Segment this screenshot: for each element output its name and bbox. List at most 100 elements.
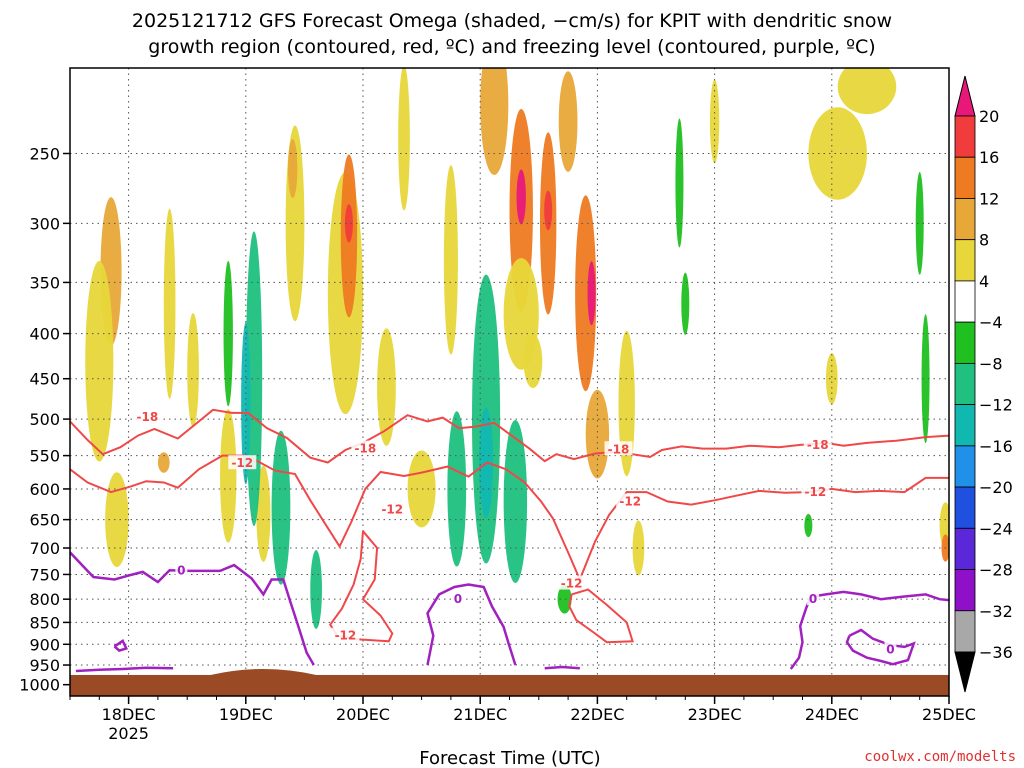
dgz-contour-label-bg [803, 437, 832, 452]
x-tick-label: 23DEC [688, 705, 742, 724]
colorbar-tick-label: 8 [979, 231, 989, 250]
dgz-contour-label: -18 [807, 438, 829, 452]
omega-region [587, 261, 596, 326]
colorbar-tick-label: −16 [979, 437, 1013, 456]
chart-title-line-1: 2025121712 GFS Forecast Omega (shaded, −… [132, 10, 892, 32]
x-tick-label: 18DEC [102, 705, 156, 724]
colorbar-tick-label: −32 [979, 602, 1013, 621]
colorbar-segment [954, 362, 976, 406]
omega-region [310, 550, 322, 629]
omega-region [558, 71, 578, 172]
dgz-contour-label-bg [133, 408, 162, 423]
omega-region [675, 118, 684, 248]
colorbar-segment [954, 610, 976, 653]
colorbar-segment [954, 198, 976, 241]
dgz-contour-label-bg [378, 501, 407, 516]
x-tick-label: 22DEC [570, 705, 624, 724]
y-tick-label: 500 [29, 410, 60, 429]
omega-region [808, 107, 867, 200]
omega-region [271, 430, 291, 585]
freezing-level-contour-line [113, 639, 129, 652]
dgz-contour-line [328, 530, 394, 643]
omega-region [163, 208, 176, 399]
dgz-contour-line [70, 454, 949, 583]
colorbar-segment [954, 239, 976, 282]
chart-title-line-2: growth region (contoured, red, ºC) and f… [148, 36, 875, 58]
colorbar-segment [954, 445, 976, 488]
x-axis-title: Forecast Time (UTC) [419, 748, 600, 768]
omega-region [256, 465, 271, 562]
omega-region [398, 68, 410, 211]
dgz-contour-label: -18 [608, 442, 630, 456]
colorbar-segment [954, 404, 976, 447]
y-tick-label: 800 [29, 590, 60, 609]
dgz-contour-label: -12 [335, 629, 357, 643]
omega-region [825, 353, 838, 405]
colorbar-tick-label: −28 [979, 561, 1013, 580]
dgz-contour-label: -12 [619, 495, 641, 509]
colorbar: 20 16 12 8 4 −4 −8 −12 −16 −20 −24 −28 −32 −36 [954, 75, 1013, 693]
omega-region [447, 411, 467, 567]
contour-lines: -18 -12 -18 -12 -12 -12 -18 -12 -18 -12 0 0 0 0 [70, 408, 949, 673]
ground-bump [210, 668, 317, 675]
omega-region [585, 389, 610, 479]
freezing-contour-label: 0 [454, 592, 462, 606]
omega-region [344, 204, 353, 243]
x-axis-year-label: 2025 [108, 724, 149, 743]
colorbar-tick-label: −12 [979, 396, 1013, 415]
omega-region [157, 452, 170, 473]
omega-region [287, 138, 298, 199]
omega-region [503, 419, 528, 584]
omega-region [921, 314, 930, 444]
omega-region [681, 272, 690, 335]
omega-region [837, 68, 897, 115]
omega-shading [85, 68, 949, 629]
dgz-contour-label-bg [228, 455, 257, 470]
colorbar-tick-label: −24 [979, 519, 1013, 538]
dgz-contour-label: -12 [561, 577, 583, 591]
freezing-contour-label-bg [175, 562, 188, 577]
dgz-contour-label: -12 [231, 456, 253, 470]
x-tick-label: 21DEC [453, 705, 507, 724]
y-tick-label: 250 [29, 144, 60, 163]
freezing-level-contour-line [544, 665, 580, 670]
freezing-level-contour-line [426, 583, 517, 666]
dgz-contour-line [568, 588, 634, 644]
freezing-contour-label-bg [451, 591, 464, 606]
dgz-contour-label-bg [557, 575, 586, 590]
freezing-contour-label-bg [884, 641, 897, 656]
colorbar-tick-label: 16 [979, 148, 999, 167]
freezing-contour-label-bg [807, 591, 820, 606]
omega-region [709, 79, 720, 164]
omega-region [557, 584, 572, 614]
y-tick-label: 1000 [19, 676, 60, 695]
omega-region [105, 472, 129, 568]
freezing-level-contour-line [789, 590, 949, 670]
colorbar-under-triangle [954, 651, 976, 693]
dgz-contour-label: -12 [805, 485, 827, 499]
omega-region [377, 328, 396, 446]
credit-text: coolwx.com/modelts [864, 749, 1016, 765]
omega-region [618, 330, 635, 477]
freezing-contour-label: 0 [886, 642, 894, 656]
colorbar-tick-label: 4 [979, 272, 989, 291]
y-tick-label: 900 [29, 635, 60, 654]
omega-region [523, 334, 543, 389]
dgz-contour-label-bg [351, 440, 380, 455]
omega-region [85, 261, 114, 462]
x-tick-label: 25DEC [922, 705, 976, 724]
omega-region [245, 231, 263, 527]
dgz-contour-label-bg [331, 627, 360, 642]
colorbar-tick-label: −8 [979, 354, 1003, 373]
omega-region [480, 68, 509, 175]
omega-region [804, 513, 813, 538]
colorbar-tick-label: 12 [979, 189, 999, 208]
colorbar-segment [954, 280, 976, 323]
y-tick-label: 350 [29, 273, 60, 292]
colorbar-segment [954, 527, 976, 570]
freezing-contour-label: 0 [809, 592, 817, 606]
y-tick-label: 550 [29, 447, 60, 466]
omega-region [407, 450, 436, 528]
dgz-contour-label-bg [616, 493, 645, 508]
